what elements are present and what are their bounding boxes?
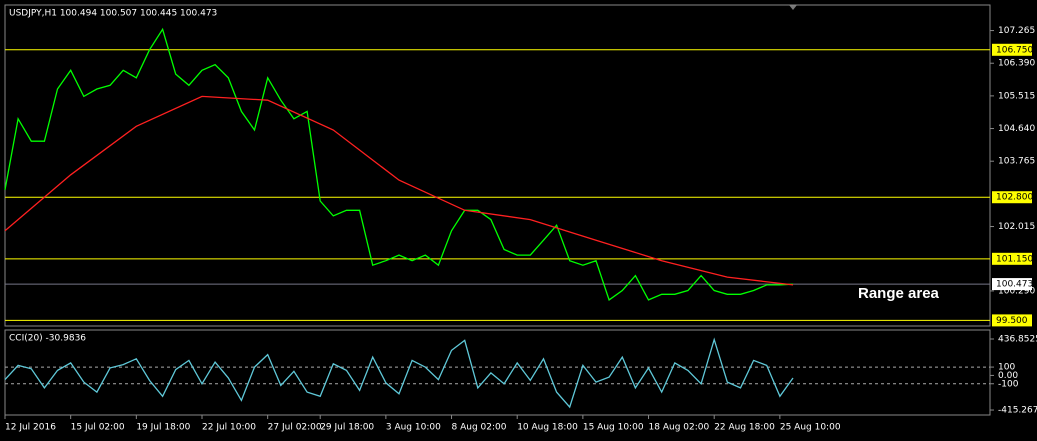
shift-marker	[789, 5, 797, 10]
level-label-bg	[992, 43, 1032, 56]
x-tick-label: 12 Jul 2016	[5, 423, 56, 433]
x-tick-label: 27 Jul 02:00	[268, 423, 322, 433]
series-line	[4, 337, 794, 409]
x-tick-label: 22 Jul 10:00	[202, 423, 256, 433]
level-label-bg	[992, 314, 1032, 327]
y-tick-label: 106.390	[998, 59, 1035, 69]
x-tick-label: 25 Aug 10:00	[780, 423, 841, 433]
level-label: 99.500	[996, 316, 1028, 326]
x-tick-label: 8 Aug 02:00	[452, 423, 507, 433]
level-label: 106.750	[996, 45, 1033, 55]
x-tick-label: 10 Aug 18:00	[517, 423, 578, 433]
x-tick-label: 18 Aug 02:00	[649, 423, 710, 433]
x-tick-label: 15 Aug 10:00	[583, 423, 644, 433]
x-tick-label: 3 Aug 10:00	[386, 423, 441, 433]
panel-title: CCI(20) -30.9836	[9, 334, 86, 344]
y-tick-label: 107.265	[998, 26, 1035, 36]
level-label-bg	[992, 252, 1032, 265]
y-tick-label: 103.765	[998, 157, 1035, 167]
y-tick-label: -100	[998, 379, 1019, 389]
y-tick-label: 104.640	[998, 124, 1035, 134]
series-line	[4, 95, 794, 286]
y-tick-label: 102.015	[998, 222, 1035, 232]
level-label: 102.800	[996, 193, 1033, 203]
y-tick-label: 436.8525	[998, 335, 1037, 345]
panel-frame	[4, 329, 991, 416]
annotation: Range area	[858, 285, 940, 302]
y-tick-label: -415.2672	[998, 406, 1037, 416]
x-tick-label: 19 Jul 18:00	[136, 423, 190, 433]
y-tick-label: 100.290	[998, 286, 1035, 296]
y-tick-label: 100	[998, 363, 1015, 373]
level-label: 101.150	[996, 254, 1033, 264]
last-price-bg	[992, 278, 1032, 291]
x-tick-label: 29 Jul 18:00	[320, 423, 374, 433]
panel-title: USDJPY,H1 100.494 100.507 100.445 100.47…	[9, 9, 217, 19]
y-tick-label: 0.00	[998, 371, 1018, 381]
panel-frame	[4, 4, 991, 327]
y-tick-label: 105.515	[998, 91, 1035, 101]
level-label-bg	[992, 191, 1032, 204]
x-tick-label: 22 Aug 18:00	[714, 423, 775, 433]
x-tick-label: 15 Jul 02:00	[71, 423, 125, 433]
series-line	[4, 27, 794, 301]
last-price-label: 100.473	[996, 280, 1033, 290]
